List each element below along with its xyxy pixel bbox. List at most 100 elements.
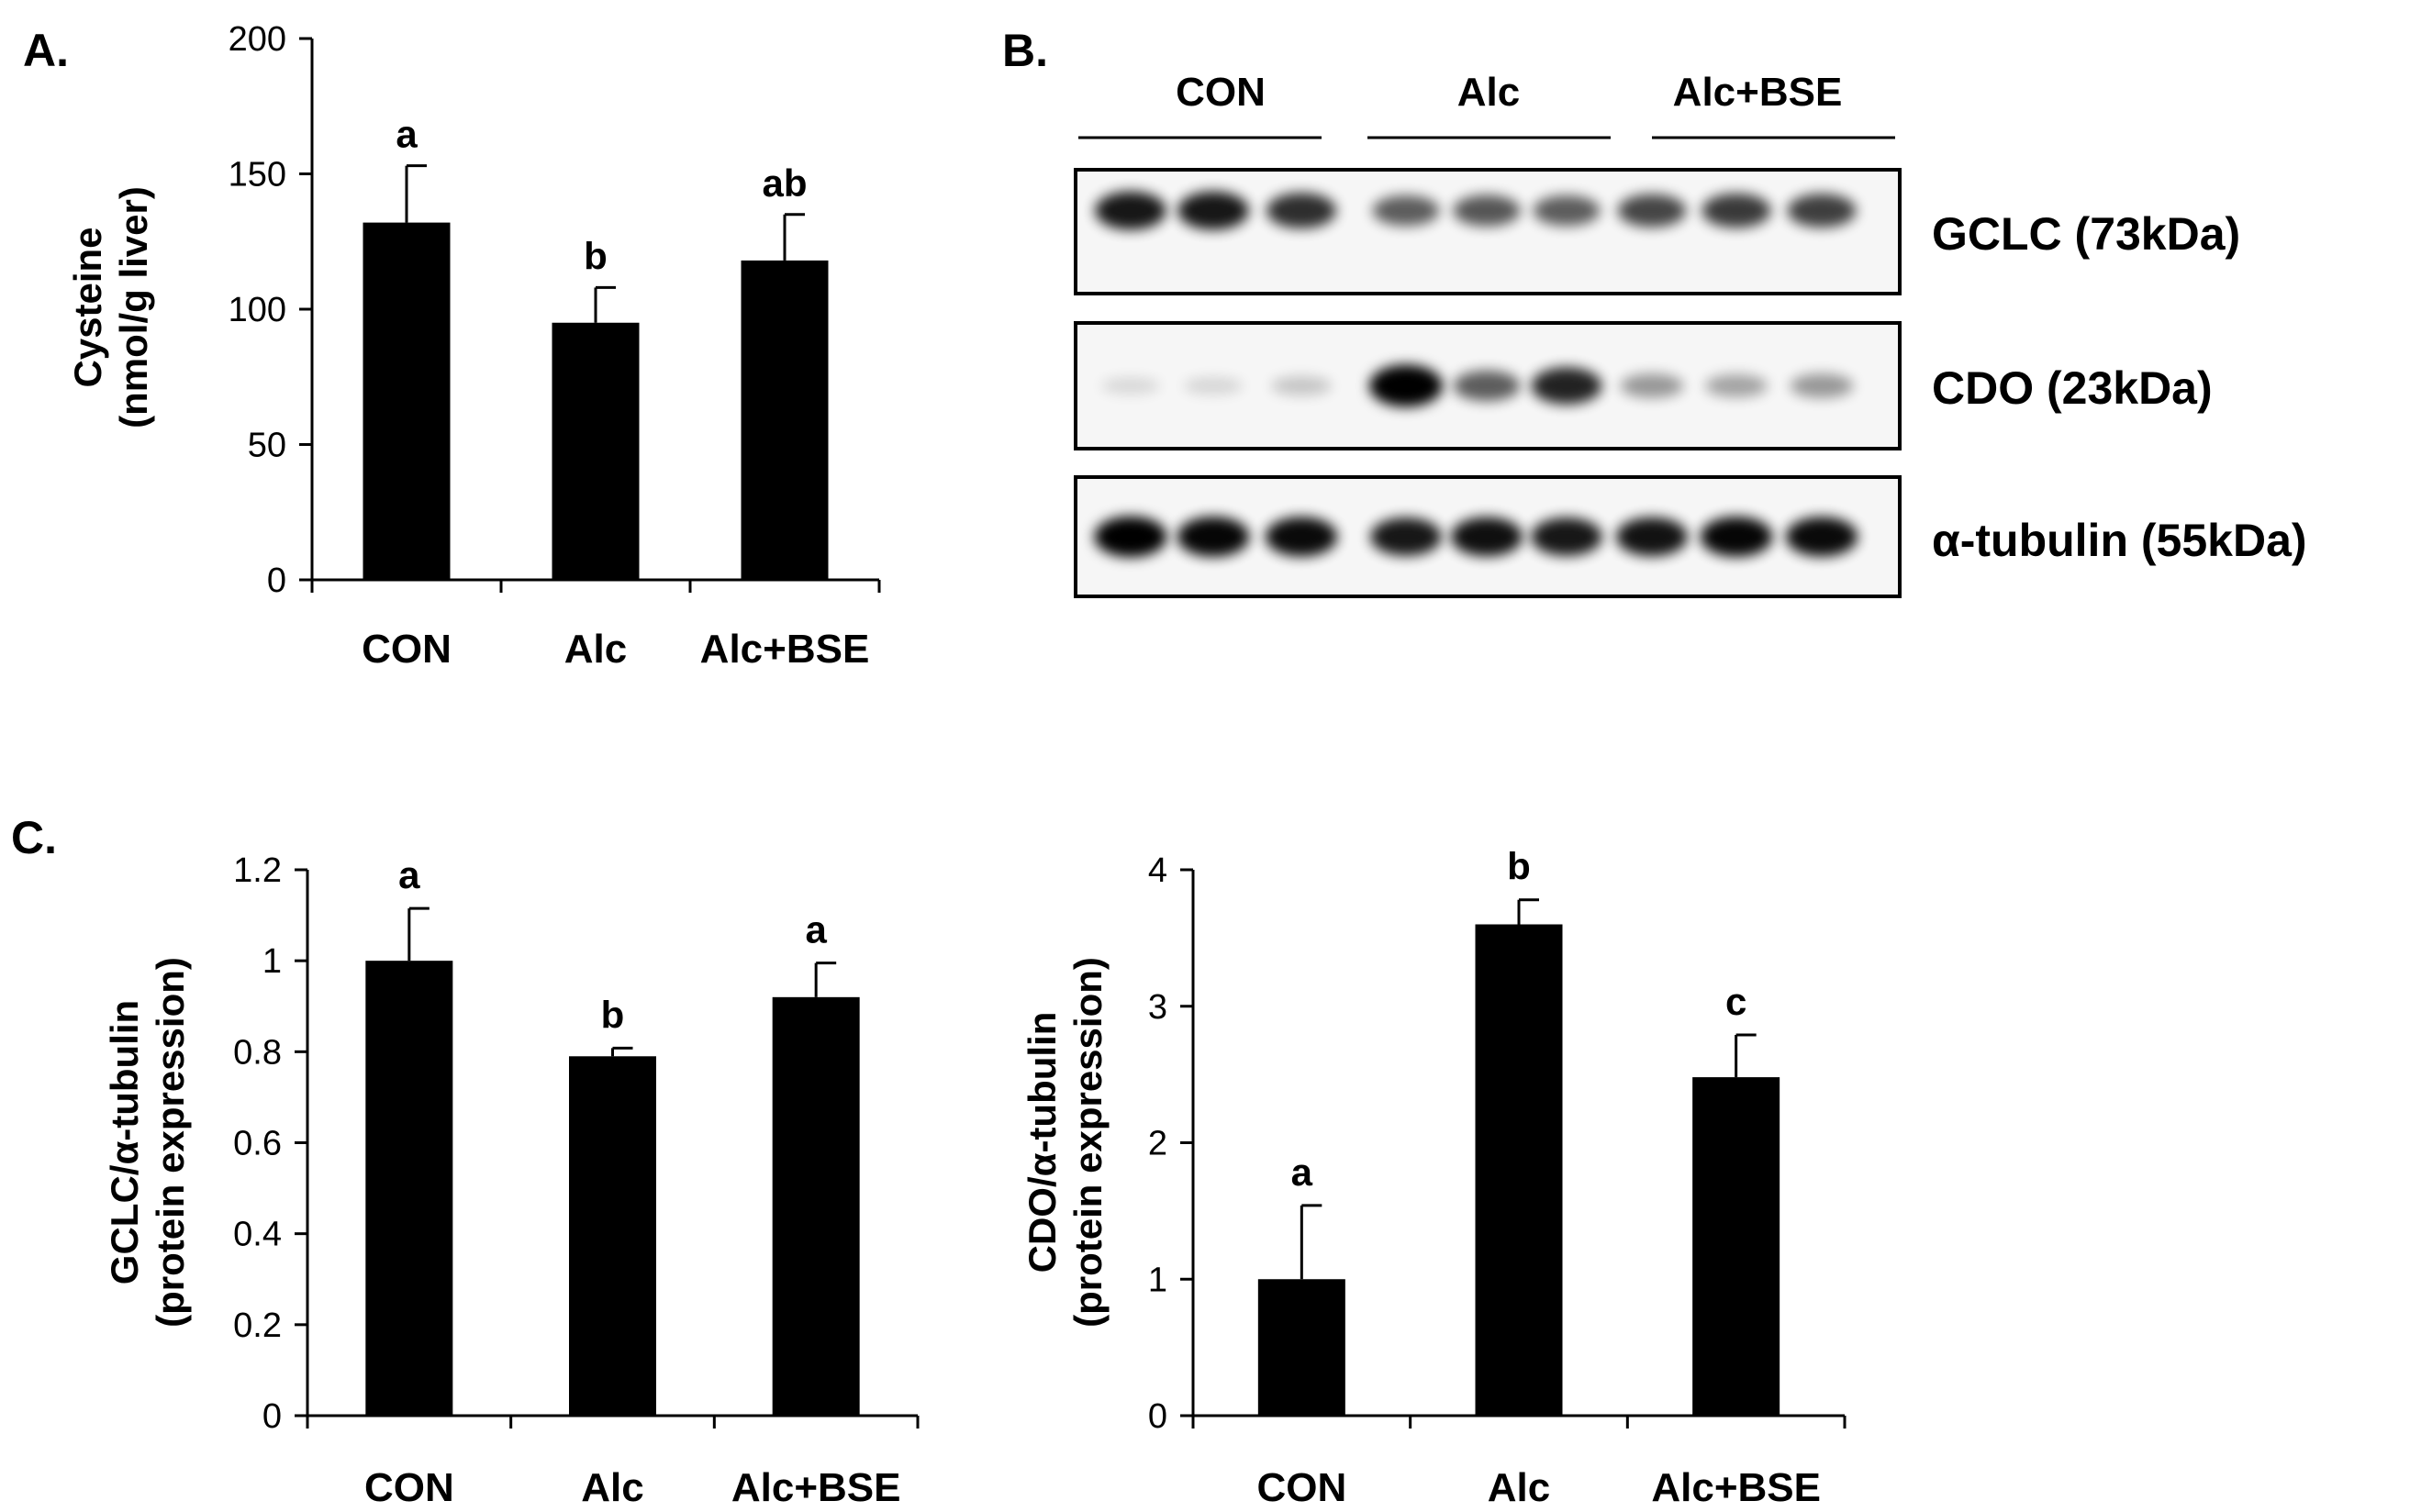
- cdo-y-tick-label: 2: [1148, 1125, 1167, 1163]
- blot-band-0-8: [1787, 194, 1857, 228]
- cysteine-bar-1: [552, 322, 640, 580]
- cysteine-y-ticks: 0 50 100 150 200: [229, 20, 312, 600]
- gclc-chart: GCLC/α-tubulin (protein expression) 0 0.2…: [103, 851, 920, 1510]
- blot-band-0-5: [1533, 195, 1601, 227]
- blot-band-0-0: [1095, 191, 1166, 230]
- gclc-significance-label-0: a: [398, 853, 420, 896]
- gclc-category-label-0: CON: [364, 1465, 454, 1510]
- cdo-y-axis-title-line2: (protein expression): [1066, 957, 1110, 1328]
- blot-label-1: CDO (23kDa): [1932, 362, 2213, 414]
- cdo-x-ticks: [1191, 1416, 1847, 1429]
- blot-band-1-7: [1705, 374, 1768, 397]
- gclc-category-labels: CON Alc Alc+BSE: [364, 1465, 901, 1510]
- blot-band-2-0: [1094, 516, 1167, 558]
- gclc-y-tick-label: 0.8: [233, 1033, 282, 1072]
- cdo-category-label-1: Alc: [1488, 1465, 1550, 1510]
- cysteine-significance-label-1: b: [584, 234, 608, 277]
- blot-band-1-2: [1271, 376, 1332, 395]
- blot-band-1-0: [1100, 377, 1161, 395]
- gclc-bar-2: [772, 996, 860, 1416]
- gclc-y-tick-label: 1.2: [233, 851, 282, 890]
- gclc-bars: [365, 961, 860, 1416]
- blot-band-1-3: [1369, 364, 1443, 407]
- gclc-y-axis-title-line1: GCLC/α-tubulin: [103, 1000, 146, 1284]
- gclc-y-tick-label: 0.6: [233, 1125, 282, 1163]
- cdo-bars: [1257, 924, 1780, 1416]
- cdo-chart: CDO/α-tubulin (protein expression) 0 1 2 3 4…: [1021, 845, 1847, 1510]
- blot-group-label-1: Alc: [1457, 70, 1520, 115]
- blot-label-0: GCLC (73kDa): [1932, 208, 2240, 260]
- cysteine-significance-label-0: a: [396, 113, 418, 156]
- blot-band-2-1: [1177, 517, 1250, 557]
- blot-group-headers: CON Alc Alc+BSE: [1078, 70, 1895, 139]
- cysteine-y-tick-label: 100: [229, 291, 286, 329]
- blot-band-2-4: [1450, 517, 1523, 557]
- cdo-significance-label-0: a: [1291, 1151, 1313, 1194]
- cysteine-error-bars: [405, 164, 805, 323]
- cysteine-y-axis-title-line2: (nmol/g liver): [112, 186, 155, 428]
- gclc-category-label-2: Alc+BSE: [731, 1465, 901, 1510]
- blot-label-2: α-tubulin (55kDa): [1932, 515, 2307, 566]
- blot-row-2: α-tubulin (55kDa): [1074, 475, 2307, 598]
- blot-band-0-4: [1453, 195, 1521, 227]
- gclc-category-label-1: Alc: [581, 1465, 643, 1510]
- gclc-bar-0: [365, 961, 453, 1416]
- cdo-y-tick-label: 0: [1148, 1397, 1167, 1436]
- blot-band-1-5: [1531, 367, 1602, 405]
- panel-letter-c: C.: [11, 812, 57, 863]
- blot-band-2-6: [1616, 517, 1688, 557]
- blot-group-label-2: Alc+BSE: [1673, 70, 1843, 115]
- gclc-significance-label-1: b: [601, 993, 625, 1036]
- blot-rows: GCLC (73kDa) CDO (23kDa) α-tubulin (55kDa): [1074, 168, 2307, 598]
- blot-band-0-7: [1702, 193, 1771, 228]
- cdo-y-tick-label: 1: [1148, 1261, 1167, 1299]
- cdo-bar-2: [1692, 1077, 1780, 1416]
- cysteine-x-ticks: [310, 580, 881, 593]
- blot-band-0-1: [1177, 191, 1249, 230]
- gclc-y-tick-label: 0: [262, 1397, 282, 1436]
- cdo-y-tick-label: 4: [1148, 851, 1167, 890]
- cdo-y-ticks: 0 1 2 3 4: [1148, 851, 1193, 1436]
- cysteine-y-tick-label: 150: [229, 156, 286, 195]
- cysteine-y-tick-label: 200: [229, 20, 286, 59]
- gclc-y-axis-title-line2: (protein expression): [149, 957, 192, 1328]
- blot-band-1-4: [1453, 370, 1521, 402]
- cysteine-category-label-2: Alc+BSE: [700, 627, 870, 672]
- gclc-bar-1: [569, 1056, 656, 1416]
- gclc-x-ticks: [306, 1416, 920, 1429]
- gclc-significance-labels: a b a: [398, 853, 827, 1036]
- blot-band-1-6: [1620, 373, 1684, 398]
- cdo-y-tick-label: 3: [1148, 988, 1167, 1027]
- gclc-error-bars: [407, 906, 837, 1057]
- cdo-category-label-0: CON: [1256, 1465, 1346, 1510]
- blot-band-2-8: [1785, 517, 1858, 557]
- blot-band-0-2: [1266, 193, 1336, 229]
- cysteine-category-label-1: Alc: [564, 627, 627, 672]
- cdo-significance-label-2: c: [1725, 980, 1746, 1023]
- panel-letter-a: A.: [23, 25, 69, 76]
- blot-band-1-8: [1790, 373, 1854, 398]
- blot-row-1: CDO (23kDa): [1074, 321, 2213, 450]
- cysteine-y-axis-title-line1: Cysteine: [66, 227, 109, 387]
- cdo-category-labels: CON Alc Alc+BSE: [1256, 1465, 1821, 1510]
- cdo-bar-1: [1475, 924, 1563, 1416]
- cysteine-y-tick-label: 50: [248, 427, 286, 465]
- cdo-y-axis-title-line1: CDO/α-tubulin: [1021, 1012, 1064, 1273]
- cysteine-bar-0: [363, 222, 451, 580]
- panel-letter-b: B.: [1002, 25, 1048, 76]
- blot-band-2-2: [1265, 517, 1338, 557]
- gclc-y-tick-label: 0.4: [233, 1216, 282, 1254]
- gclc-y-tick-label: 0.2: [233, 1306, 282, 1345]
- gclc-y-tick-label: 1: [262, 942, 282, 981]
- cdo-error-bars: [1300, 898, 1757, 1280]
- blot-group-label-0: CON: [1176, 70, 1266, 115]
- cdo-category-label-2: Alc+BSE: [1651, 1465, 1821, 1510]
- blot-band-2-3: [1370, 517, 1442, 556]
- cdo-significance-label-1: b: [1507, 845, 1531, 888]
- blot-band-0-6: [1617, 194, 1687, 228]
- cysteine-y-tick-label: 0: [267, 561, 286, 600]
- blot-membrane-0: [1074, 168, 1902, 295]
- cysteine-bars: [363, 222, 829, 580]
